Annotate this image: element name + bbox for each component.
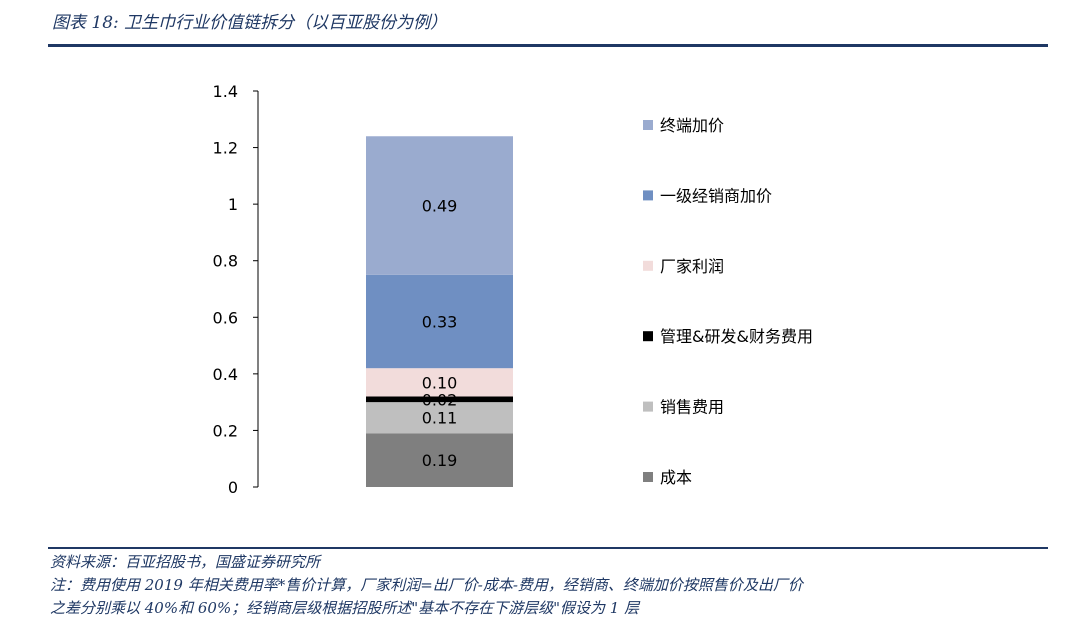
y-tick-label: 0 <box>228 478 238 497</box>
header-divider <box>48 44 1048 47</box>
source-note: 资料来源：百亚招股书，国盛证券研究所 <box>50 553 321 571</box>
data-labels: 0.19 0.110.020.10 0.33 0.49 <box>422 197 458 471</box>
y-tick-label: 0.6 <box>213 308 238 327</box>
legend-swatch <box>643 472 653 482</box>
footer-divider <box>48 547 1048 549</box>
y-tick-label: 0.4 <box>213 365 238 384</box>
bar-segment <box>366 433 513 487</box>
legend-item: 销售费用 <box>643 398 724 417</box>
stacked-bar-chart: 0 0.2 0.4 0.6 0.8 1 1.2 1.4 0.19 0.110.020.10 0.3… <box>213 82 813 497</box>
data-label: 0.49 <box>422 197 458 216</box>
footnote-line-2: 之差分别乘以 40%和 60%；经销商层级根据招股所述"基本不存在下游层级"假设… <box>50 599 640 617</box>
y-tick-label: 1.2 <box>213 139 238 158</box>
legend-label: 一级经销商加价 <box>660 186 772 205</box>
legend-swatch <box>643 120 653 130</box>
y-tick-label: 0.8 <box>213 252 238 271</box>
data-label: 0.11 <box>422 409 458 428</box>
legend-swatch <box>643 401 653 412</box>
bar-segment <box>366 274 513 369</box>
legend-swatch <box>643 190 653 201</box>
legend-label: 销售费用 <box>660 398 724 417</box>
legend-item: 成本 <box>643 468 692 487</box>
legend-item: 终端加价 <box>643 116 724 135</box>
data-label: 0.19 <box>422 451 458 470</box>
legend-swatch <box>643 331 653 342</box>
data-label: 0.10 <box>422 373 458 392</box>
bar-segment <box>366 136 513 275</box>
bar-stack <box>366 136 513 487</box>
y-axis: 0 0.2 0.4 0.6 0.8 1 1.2 1.4 <box>213 82 259 497</box>
footnote-line-1: 注：费用使用 2019 年相关费用率*售价计算，厂家利润=出厂价-成本-费用，经… <box>50 576 803 594</box>
bar-segment <box>366 396 513 403</box>
legend-item: 一级经销商加价 <box>643 186 772 205</box>
legend-swatch <box>643 260 653 271</box>
y-tick-label: 1.4 <box>213 82 238 101</box>
legend-label: 管理&研发&财务费用 <box>660 327 813 346</box>
data-label: 0.02 <box>422 390 458 409</box>
y-tick-label: 0.2 <box>213 421 238 440</box>
legend-item: 厂家利润 <box>643 257 724 276</box>
legend-item: 管理&研发&财务费用 <box>643 327 813 346</box>
bar-segment <box>366 368 513 397</box>
data-label: 0.33 <box>422 313 458 332</box>
legend-label: 成本 <box>660 468 692 487</box>
figure-title: 图表 18: 卫生巾行业价值链拆分（以百亚股份为例） <box>52 13 448 33</box>
legend-label: 终端加价 <box>660 116 724 135</box>
bar-segment <box>366 402 513 434</box>
y-tick-label: 1 <box>228 195 238 214</box>
legend-label: 厂家利润 <box>660 257 724 276</box>
